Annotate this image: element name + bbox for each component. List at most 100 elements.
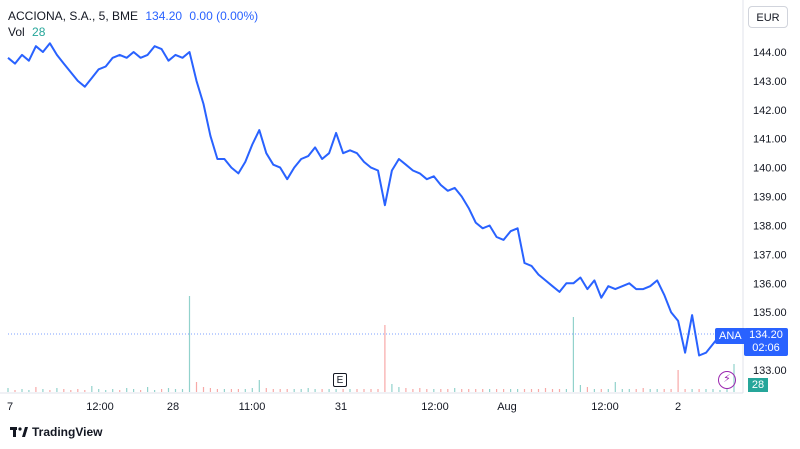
volume-bar xyxy=(468,389,470,392)
volume-bar xyxy=(719,390,721,392)
volume-bar xyxy=(635,389,637,392)
price-axis-tick-label: 139.00 xyxy=(753,192,787,204)
price-line-series xyxy=(7,42,721,357)
volume-bar xyxy=(174,389,177,392)
volume-bar xyxy=(230,389,232,392)
volume-bar xyxy=(28,390,30,392)
volume-bar xyxy=(209,388,211,392)
volume-bar xyxy=(537,389,540,392)
volume-bar xyxy=(140,390,142,392)
price-axis: 144.00 143.00 142.00 141.00 140.00 139.00 138.… xyxy=(753,47,787,377)
volume-bar xyxy=(377,389,379,392)
price-axis-tick-label: 137.00 xyxy=(753,249,787,261)
legend-title-row: ACCIONA, S.A., 5, BME 134.20 0.00 (0.00%… xyxy=(8,8,258,24)
price-axis-tick-label: 135.00 xyxy=(753,307,787,319)
volume-bar xyxy=(49,390,51,392)
volume-bar xyxy=(398,387,400,392)
volume-bar xyxy=(363,389,365,392)
volume-value: 28 xyxy=(32,25,46,39)
time-axis-tick-label: 12:00 xyxy=(421,401,449,413)
volume-bar xyxy=(698,389,700,392)
price-axis-tick-label: 140.00 xyxy=(753,163,787,175)
volume-bar xyxy=(705,389,707,392)
volume-bar xyxy=(356,389,358,392)
volume-bar xyxy=(77,389,79,392)
volume-bar xyxy=(154,390,156,392)
volume-bar xyxy=(21,389,23,392)
last-price: 134.20 xyxy=(145,9,183,23)
volume-bar xyxy=(42,389,44,392)
volume-bar xyxy=(328,389,330,392)
volume-bar xyxy=(181,389,184,392)
volume-bar xyxy=(677,370,679,392)
volume-bar xyxy=(426,389,428,392)
earnings-event-marker[interactable]: E xyxy=(333,373,347,387)
tradingview-logo-icon xyxy=(10,427,28,437)
volume-bar xyxy=(712,389,714,392)
volume-bar xyxy=(147,387,149,392)
time-axis-tick-label: Aug xyxy=(497,401,517,413)
price-change: 0.00 (0.00%) xyxy=(189,9,259,23)
symbol-price-label: ANA xyxy=(715,328,746,344)
volume-bar xyxy=(265,388,267,392)
volume-bar xyxy=(544,388,547,392)
volume-bar xyxy=(70,390,72,392)
time-axis-tick-label: 2 xyxy=(675,401,681,413)
volume-bar xyxy=(133,389,135,392)
volume-bar xyxy=(244,389,246,392)
volume-bar xyxy=(523,389,526,392)
volume-bar xyxy=(14,390,16,392)
volume-bar xyxy=(286,389,288,392)
volume-bar xyxy=(454,388,456,392)
volume-bar xyxy=(482,389,484,392)
volume-bar xyxy=(112,389,114,392)
volume-bar xyxy=(412,389,414,392)
volume-bar xyxy=(300,389,302,392)
volume-bar xyxy=(586,387,588,392)
time-axis-tick-label: 7 xyxy=(7,401,13,413)
time-axis: 7 12:00 28 11:00 31 12:00 Aug 12:00 2 xyxy=(7,401,681,413)
volume-bar xyxy=(391,384,393,392)
volume-bar xyxy=(91,386,93,392)
currency-button[interactable]: EUR xyxy=(748,6,788,28)
volume-bar xyxy=(572,317,574,392)
volume-bar xyxy=(656,389,658,392)
volume-bar xyxy=(272,389,274,392)
volume-bar xyxy=(558,389,561,392)
volume-bar xyxy=(335,389,337,392)
price-axis-tick-label: 144.00 xyxy=(753,47,787,59)
volume-bar xyxy=(314,389,316,392)
volume-bar xyxy=(98,389,100,392)
volume-bar xyxy=(223,389,225,392)
volume-bar xyxy=(126,388,128,392)
volume-bar xyxy=(419,388,421,392)
volume-bar xyxy=(475,389,477,392)
volume-bar xyxy=(726,389,728,392)
volume-bar xyxy=(349,389,351,392)
volume-bar xyxy=(258,380,260,392)
volume-bar xyxy=(489,389,491,392)
volume-label: Vol xyxy=(8,25,25,39)
volume-bar xyxy=(551,389,554,392)
volume-bar xyxy=(600,389,602,392)
volume-bar xyxy=(649,389,651,392)
price-axis-tick-label: 141.00 xyxy=(753,134,787,146)
volume-bar xyxy=(7,388,9,392)
volume-bar xyxy=(342,389,344,392)
volume-bar xyxy=(293,389,295,392)
volume-bar xyxy=(447,389,449,392)
price-tag-value: 134.20 xyxy=(749,329,783,341)
price-axis-tick-label: 142.00 xyxy=(753,105,787,117)
volume-bars xyxy=(7,296,735,392)
price-axis-tick-label: 133.00 xyxy=(753,365,787,377)
time-axis-tick-label: 11:00 xyxy=(239,401,266,413)
chart-legend: ACCIONA, S.A., 5, BME 134.20 0.00 (0.00%… xyxy=(8,8,258,40)
volume-bar xyxy=(405,388,407,392)
volume-bar xyxy=(628,389,630,392)
volume-bar xyxy=(84,390,86,392)
volume-bar xyxy=(384,325,386,392)
volume-bar xyxy=(663,389,665,392)
lightning-icon[interactable]: ⚡ xyxy=(718,371,736,389)
tradingview-branding[interactable]: TradingView xyxy=(10,425,102,439)
